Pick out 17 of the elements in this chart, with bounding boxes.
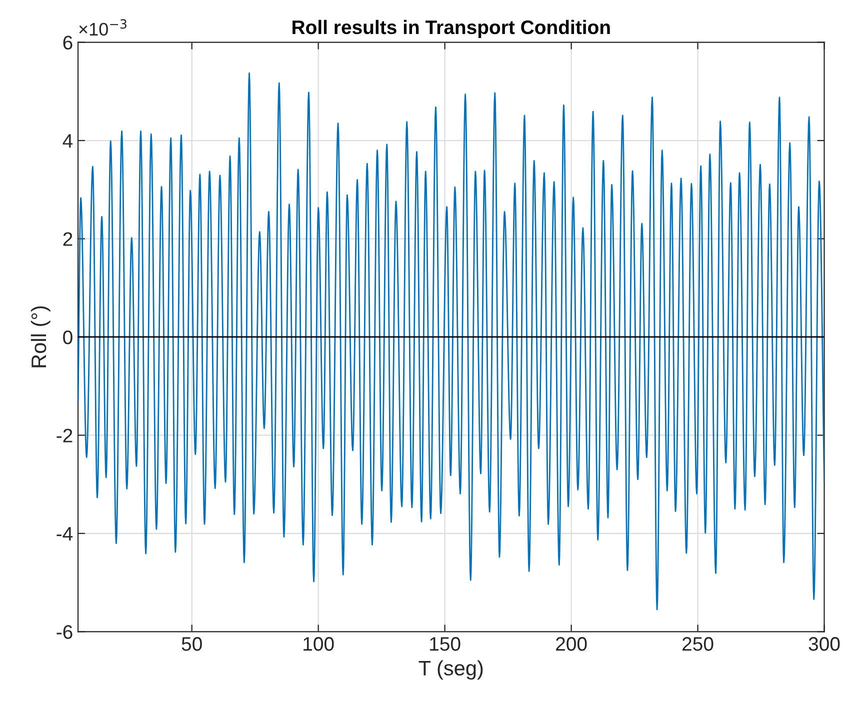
- x-tick-label: 300: [808, 637, 840, 651]
- y-tick-label: -6: [56, 625, 72, 639]
- y-tick-label: -2: [56, 428, 72, 442]
- x-tick-label: 100: [304, 637, 334, 651]
- chart-title: Roll results in Transport Condition: [292, 20, 610, 38]
- y-tick-label: 4: [62, 134, 73, 148]
- y-tick-label: -4: [56, 527, 73, 540]
- y-tick-label: 6: [63, 36, 72, 50]
- x-axis-title: T (seg): [418, 660, 483, 680]
- x-tick-label: 200: [556, 637, 587, 651]
- y-tick-label: 0: [63, 330, 72, 344]
- y-axis-title: Roll (°): [30, 306, 50, 368]
- x-tick-label: 150: [430, 637, 460, 651]
- x-tick-label: 50: [182, 637, 202, 651]
- x-tick-label: 250: [682, 637, 714, 651]
- text: ×10$^{−3}$: [79, 19, 126, 36]
- y-tick-label: 2: [63, 232, 72, 246]
